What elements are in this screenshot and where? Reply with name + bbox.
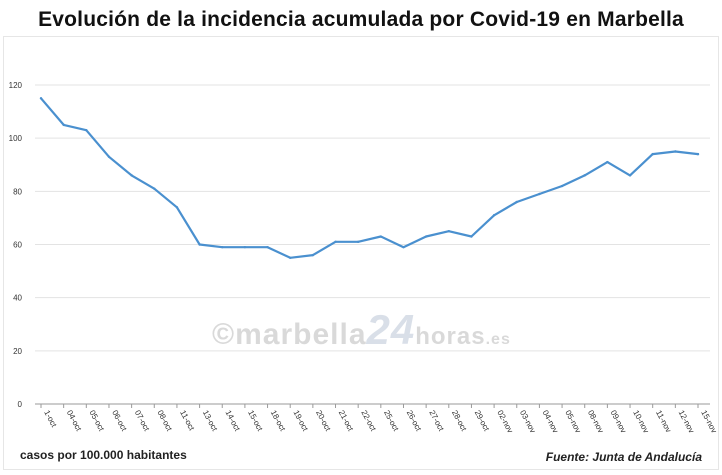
y-tick-label: 40 [13,294,22,303]
watermark-logo: ©marbella24horas.es [212,306,511,354]
data-point [583,174,586,177]
x-tick-label: 05-oct [88,409,107,434]
line-chart: 0 20 40 60 80 100 120 1-oct 04-oct 05-oct 06-oct 07… [9,81,719,435]
x-tick-label: 10-nov [631,409,650,435]
x-tick-label: 19-oct [291,409,310,434]
data-point [356,240,360,244]
x-tick-label: 20-oct [314,409,333,434]
watermark-brand: marbella [235,318,367,351]
data-point [334,240,337,244]
data-point [470,235,473,238]
data-point [696,152,700,156]
source-note: Fuente: Junta de Andalucía [545,450,702,464]
x-tick-label: 02-nov [495,409,514,435]
data-point [560,184,564,188]
x-tick-label: 05-nov [563,409,582,435]
x-tick-label: 1-oct [42,409,59,430]
x-tick-label: 27-oct [427,409,446,434]
x-tick-label: 14-oct [223,409,242,434]
x-tick-label: 29-oct [473,409,492,434]
y-tick-label: 20 [13,347,22,356]
x-tick-label: 25-oct [382,409,401,434]
y-tick-label: 0 [18,400,23,409]
watermark-number: 24 [366,306,416,353]
x-tick-label: 09-nov [609,409,628,435]
data-point [107,155,111,158]
x-tick-label: 08-nov [586,409,605,435]
data-point [606,160,609,164]
data-point [447,230,450,233]
data-point [266,245,269,249]
x-tick-label: 08-oct [156,409,175,434]
data-point [39,97,43,100]
y-tick-label: 60 [13,241,22,250]
x-tick-label: 18-oct [269,409,288,434]
x-tick-label: 11-nov [654,409,673,434]
data-point [492,214,496,217]
data-point [424,235,428,238]
data-point [62,123,65,127]
data-point [221,245,224,249]
data-point [289,256,292,259]
data-point [153,187,156,190]
series-line [39,97,700,259]
data-point [402,245,405,249]
data-point [651,152,654,156]
x-tick-label: 15-oct [246,409,265,434]
x-tick-label: 28-oct [450,409,469,434]
data-point [175,206,179,209]
watermark-copyright: © [212,318,236,351]
data-point [311,253,315,257]
data-point [85,128,88,132]
x-tick-label: 12-nov [677,409,696,435]
x-tick-label: 13-oct [201,409,220,434]
x-tick-label: 04-oct [65,409,84,434]
data-point [379,235,383,238]
x-tick-label: 06-oct [110,409,129,434]
x-tick-label: 07-oct [133,409,152,434]
data-point [674,150,677,153]
y-tick-label: 100 [9,134,23,143]
x-tick-label: 04-nov [541,409,560,435]
plot-frame: 0 20 40 60 80 100 120 1-oct 04-oct 05-oct 06-oct 07… [3,36,719,470]
data-point [628,174,632,177]
x-tick-label: 15-nov [699,409,718,435]
data-point [538,192,541,196]
data-point [515,200,518,204]
watermark-suffix: horas [415,323,486,350]
x-tick-label: 11-oct [178,409,196,433]
x-tick-label: 26-oct [405,409,424,434]
units-note: casos por 100.000 habitantes [20,448,187,462]
data-point [130,174,133,177]
y-tick-label: 80 [13,187,22,196]
y-tick-label: 120 [9,81,23,90]
data-point [198,243,201,246]
x-tick-label: 22-oct [359,409,378,434]
watermark-tld: .es [485,331,511,348]
data-point [243,245,247,249]
chart-title: Evolución de la incidencia acumulada por… [38,8,684,31]
x-tick-label: 03-nov [518,409,537,435]
x-tick-label: 21-oct [337,409,356,434]
